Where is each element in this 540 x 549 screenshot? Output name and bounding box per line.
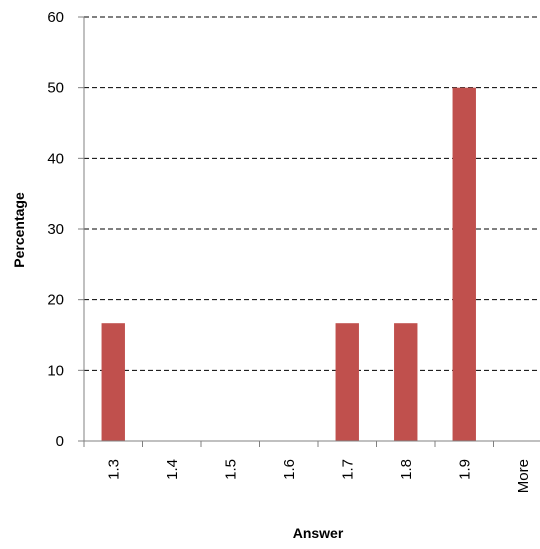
y-tick-label: 60 <box>47 9 64 26</box>
y-tick-label: 0 <box>56 433 64 450</box>
y-tick-label: 50 <box>47 80 64 97</box>
x-axis-title: Answer <box>293 525 344 541</box>
x-tick-label: 1.8 <box>398 459 415 480</box>
y-tick-label: 20 <box>47 292 64 309</box>
x-tick-label: More <box>515 459 532 493</box>
bar-1.7 <box>335 323 359 441</box>
x-tick-labels: 1.3 1.4 1.5 1.6 1.7 1.8 1.9 More <box>105 459 532 493</box>
bar-1.8 <box>394 323 418 441</box>
x-tick-label: 1.9 <box>456 459 473 480</box>
y-tick-label: 40 <box>47 150 64 167</box>
bar-1.3 <box>101 323 125 441</box>
gridlines <box>84 16 540 371</box>
y-tick-labels: 0 10 20 30 40 50 60 <box>47 9 64 450</box>
bar-1.9 <box>452 87 476 442</box>
bars <box>101 87 476 442</box>
x-tick-label: 1.7 <box>339 459 356 480</box>
x-tick-label: 1.5 <box>222 459 239 480</box>
axes <box>78 16 540 447</box>
x-tick-label: 1.3 <box>105 459 122 480</box>
y-tick-label: 10 <box>47 362 64 379</box>
x-tick-label: 1.4 <box>164 459 181 480</box>
x-tick-label: 1.6 <box>281 459 298 480</box>
y-axis-title: Percentage <box>11 192 27 268</box>
y-tick-label: 30 <box>47 221 64 238</box>
